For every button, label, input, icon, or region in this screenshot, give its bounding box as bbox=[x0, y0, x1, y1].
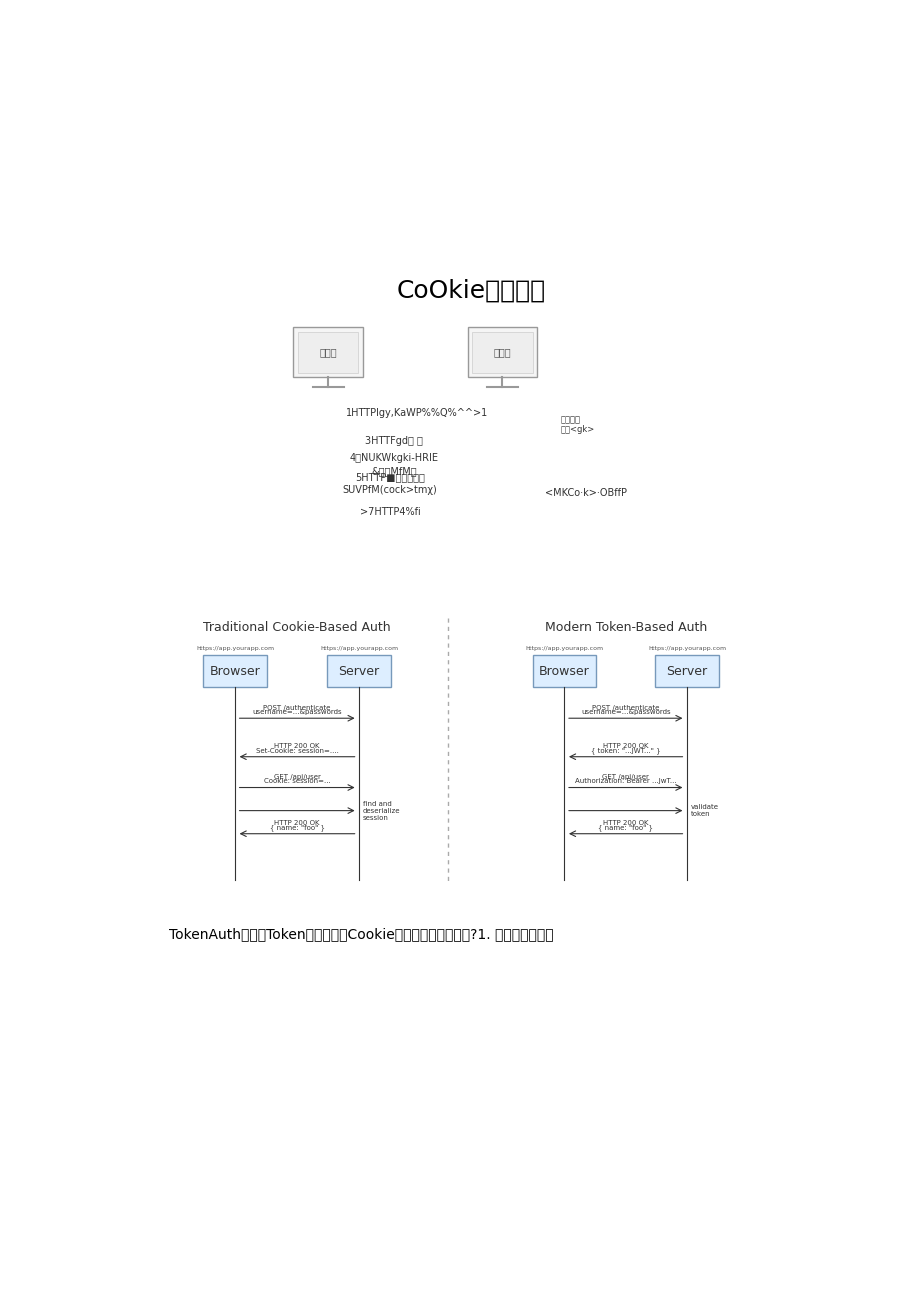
Text: https://app.yourapp.com: https://app.yourapp.com bbox=[196, 647, 274, 652]
Text: POST /authenticate: POST /authenticate bbox=[263, 705, 331, 710]
Text: https://app.yourapp.com: https://app.yourapp.com bbox=[320, 647, 398, 652]
Text: Server: Server bbox=[665, 665, 707, 678]
Text: username=...&passwords: username=...&passwords bbox=[580, 709, 670, 716]
Text: { name: "foo" }: { name: "foo" } bbox=[597, 824, 652, 830]
Text: https://app.yourapp.com: https://app.yourapp.com bbox=[647, 647, 725, 652]
Text: <MKCo·k>·OBffP: <MKCo·k>·OBffP bbox=[545, 488, 627, 498]
Text: 1HTTPlgy,KaWP%%Q%^^>1: 1HTTPlgy,KaWP%%Q%^^>1 bbox=[346, 407, 488, 418]
Bar bbox=[203, 656, 267, 687]
Text: GET /api/user: GET /api/user bbox=[602, 774, 649, 779]
Text: find and
deserialize
session: find and deserialize session bbox=[363, 800, 400, 821]
Text: GET /api/user: GET /api/user bbox=[273, 774, 320, 779]
Text: username=...&passwords: username=...&passwords bbox=[252, 709, 342, 716]
Bar bbox=[471, 332, 532, 373]
Text: 装成<gk>: 装成<gk> bbox=[560, 425, 595, 435]
Text: Authorization: Bearer ...JwT...: Authorization: Bearer ...JwT... bbox=[574, 778, 675, 785]
Bar bbox=[467, 328, 537, 377]
Text: Modern Token-Based Auth: Modern Token-Based Auth bbox=[544, 621, 706, 634]
Bar bbox=[654, 656, 718, 687]
Text: 浏览器: 浏览器 bbox=[319, 347, 336, 358]
Text: 3HTTFgd。 曲: 3HTTFgd。 曲 bbox=[365, 436, 423, 446]
Text: HTTP 200 OK: HTTP 200 OK bbox=[274, 743, 320, 749]
Bar bbox=[298, 332, 358, 373]
Text: HTTP 200 OK: HTTP 200 OK bbox=[602, 820, 648, 826]
Text: HTTP 200 OK: HTTP 200 OK bbox=[602, 743, 648, 749]
Text: https://app.yourapp.com: https://app.yourapp.com bbox=[525, 647, 603, 652]
Text: 4将NUKWkgki-HRIE
&内别MfM中: 4将NUKWkgki-HRIE &内别MfM中 bbox=[349, 453, 438, 476]
Text: CoOkie工作原理: CoOkie工作原理 bbox=[396, 278, 546, 303]
Text: { name: "foo" }: { name: "foo" } bbox=[269, 824, 324, 830]
Text: >7HTTP4%fi: >7HTTP4%fi bbox=[359, 507, 420, 516]
Text: 5HTTP■窗历欠」农
SUVPfM(cock>tmχ): 5HTTP■窗历欠」农 SUVPfM(cock>tmχ) bbox=[343, 472, 437, 494]
Text: Traditional Cookie-Based Auth: Traditional Cookie-Based Auth bbox=[203, 621, 391, 634]
Text: Browser: Browser bbox=[210, 665, 260, 678]
Text: validate
token: validate token bbox=[690, 804, 718, 817]
Bar bbox=[293, 328, 363, 377]
Text: POST /authenticate: POST /authenticate bbox=[592, 705, 659, 710]
Text: TokenAuth的优点Token机制相对于Cookie机制又有什么好处呢?1. 支持湏域访问：: TokenAuth的优点Token机制相对于Cookie机制又有什么好处呢?1.… bbox=[169, 926, 553, 941]
Text: { token: "...JWT..." }: { token: "...JWT..." } bbox=[590, 747, 660, 753]
Bar bbox=[327, 656, 391, 687]
Bar bbox=[532, 656, 596, 687]
Text: Server: Server bbox=[338, 665, 380, 678]
Text: 环成功。: 环成功。 bbox=[560, 415, 580, 424]
Text: 服务器: 服务器 bbox=[494, 347, 511, 358]
Text: Browser: Browser bbox=[539, 665, 589, 678]
Text: Set-Cookie: session=....: Set-Cookie: session=.... bbox=[255, 748, 338, 753]
Text: HTTP 200 OK: HTTP 200 OK bbox=[274, 820, 320, 826]
Text: Cookie: session=...: Cookie: session=... bbox=[264, 778, 330, 785]
